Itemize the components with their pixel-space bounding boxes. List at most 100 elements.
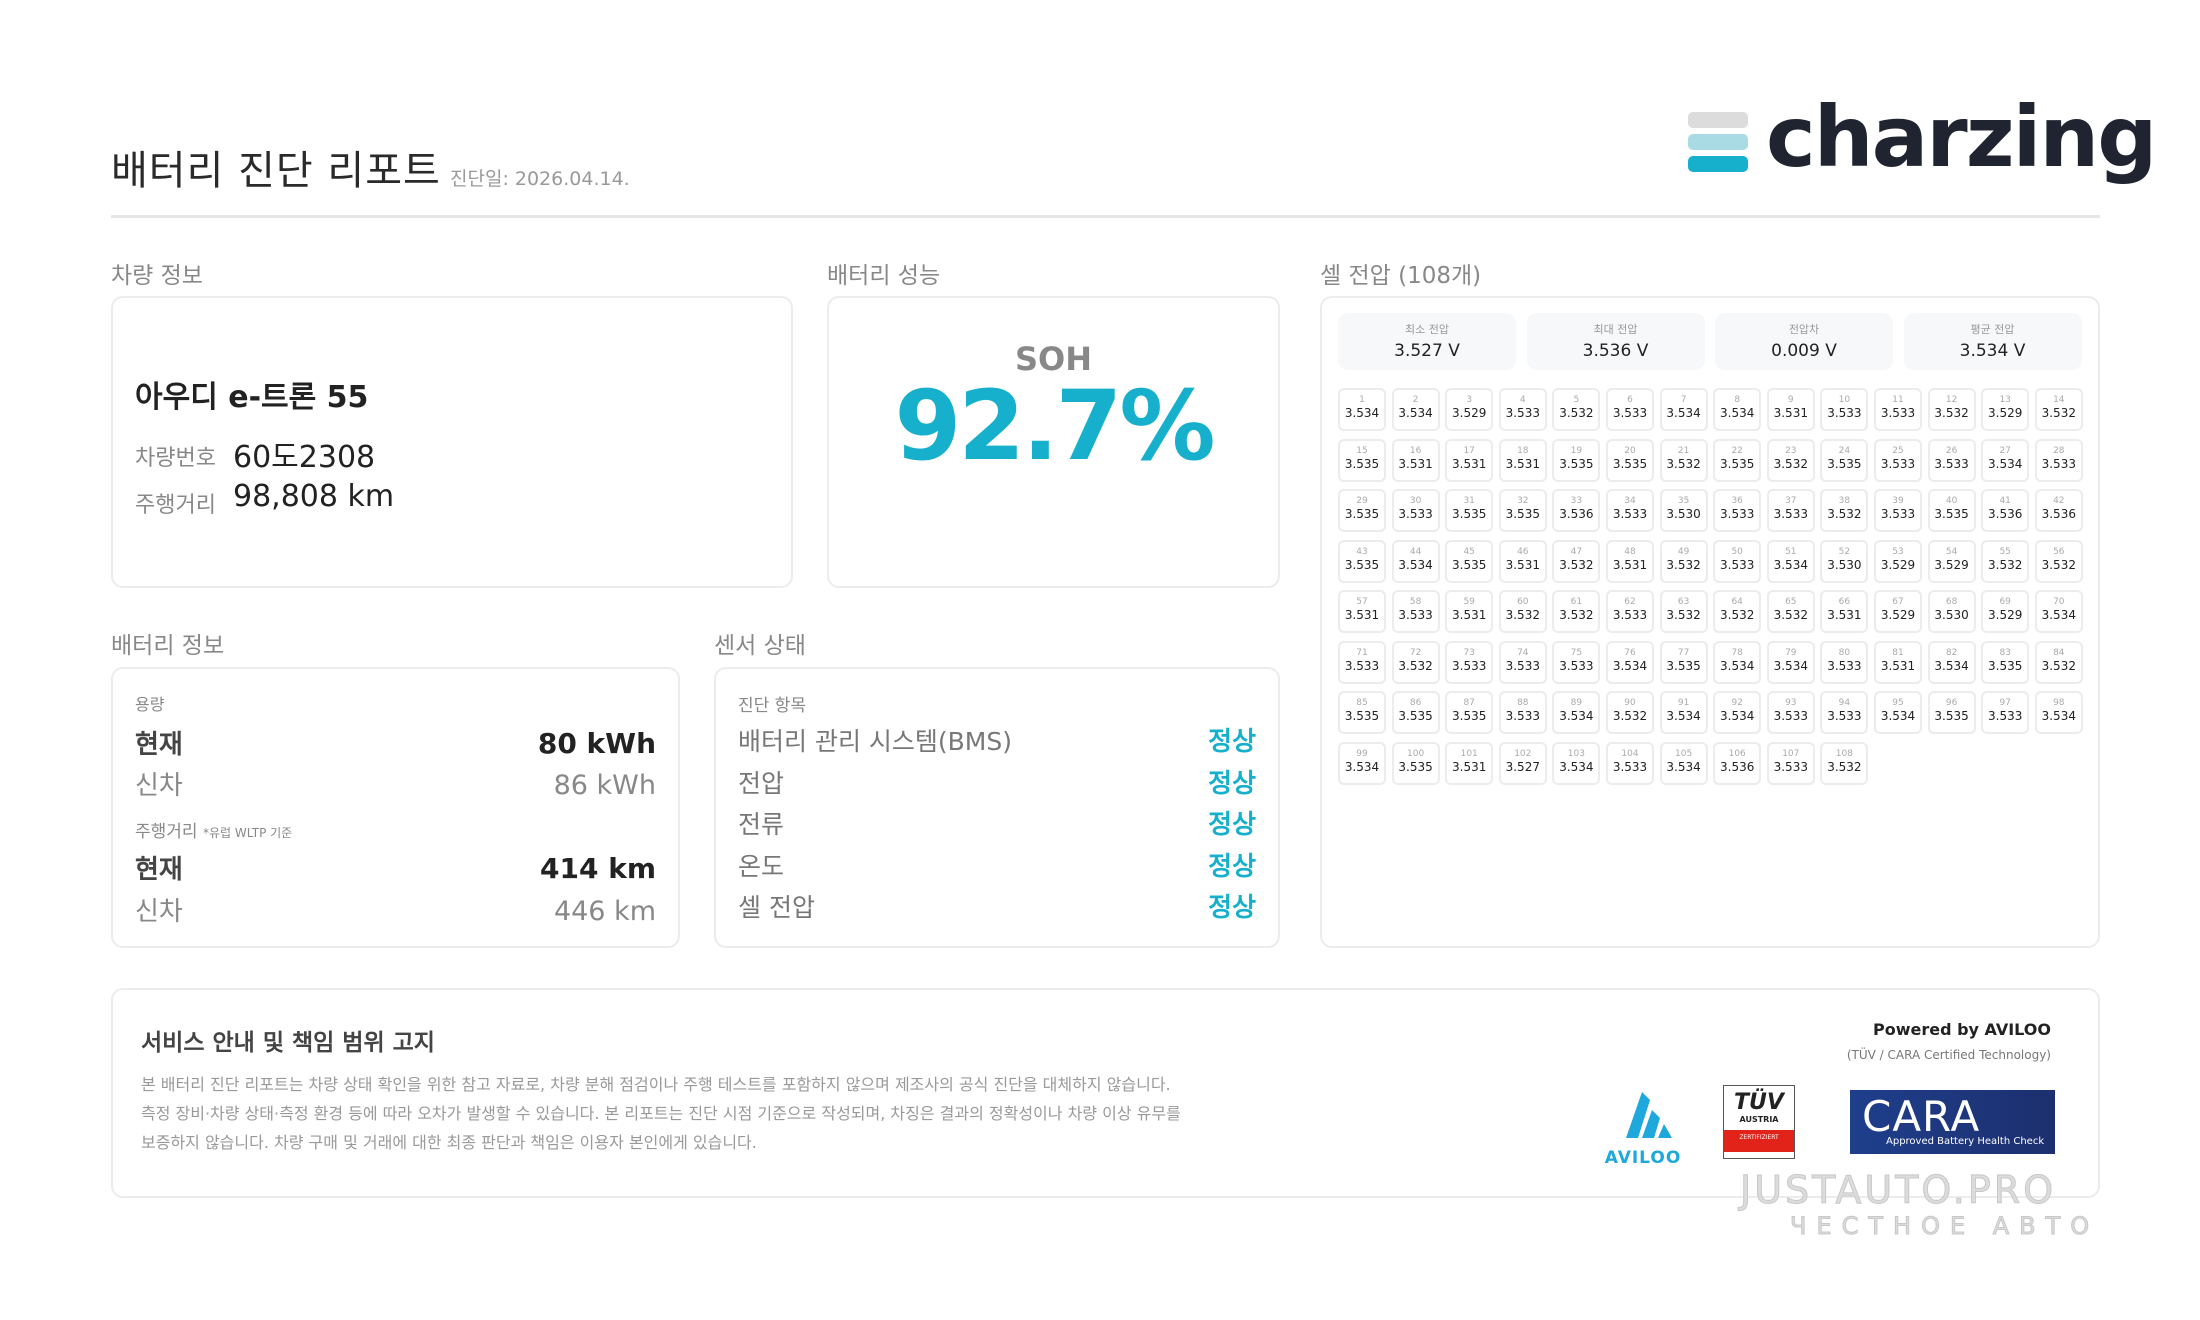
cell-number: 2: [1412, 395, 1419, 405]
cell-value: 3.532: [1612, 709, 1648, 723]
cell-voltage-100: 100 3.535: [1391, 741, 1440, 785]
cell-number: 70: [2053, 597, 2065, 607]
cell-value: 3.535: [1344, 709, 1380, 723]
cell-value: 3.533: [1505, 406, 1540, 420]
cell-number: 102: [1514, 748, 1532, 759]
cell-number: 34: [1624, 496, 1636, 506]
cell-number: 10: [1838, 395, 1851, 405]
cell-value: 3.532: [1559, 557, 1594, 572]
cell-voltage-73: 73 3.533: [1445, 640, 1494, 684]
cell-voltage-12: 12 3.532: [1927, 388, 1976, 431]
cell-voltage-81: 81 3.531: [1874, 640, 1922, 684]
cell-value: 3.533: [1505, 658, 1540, 673]
cell-voltage-20: 20 3.535: [1606, 438, 1654, 482]
range-new: 446 km: [553, 896, 656, 927]
cell-number: 49: [1677, 546, 1690, 557]
summary-value: 3.534 V: [1959, 341, 2026, 361]
cell-value: 3.532: [2041, 557, 2076, 572]
voltage-summary-card: 최소 전압 3.527 V: [1338, 313, 1516, 370]
cell-voltage-1: 1 3.534: [1338, 388, 1386, 431]
cell-voltage-93: 93 3.533: [1766, 691, 1815, 734]
cell-value: 3.535: [1934, 507, 1969, 521]
cell-voltage-21: 21 3.532: [1659, 438, 1708, 482]
cell-value: 3.535: [1934, 709, 1969, 723]
cell-value: 3.529: [1880, 608, 1916, 622]
cell-value: 3.534: [2041, 608, 2076, 622]
cell-voltage-28: 28 3.533: [2034, 438, 2083, 482]
cell-voltage-71: 71 3.533: [1338, 640, 1386, 684]
cell-value: 3.531: [1398, 456, 1433, 471]
cell-voltage-104: 104 3.533: [1606, 741, 1654, 785]
cell-number: 100: [1407, 748, 1425, 759]
cell-number: 73: [1463, 647, 1475, 658]
cell-value: 3.534: [1559, 759, 1594, 774]
cell-voltage-48: 48 3.531: [1606, 539, 1654, 583]
cell-value: 3.535: [1398, 709, 1433, 723]
cell-value: 3.535: [1720, 456, 1755, 471]
cell-number: 36: [1731, 496, 1743, 506]
cell-value: 3.536: [2041, 507, 2076, 521]
summary-label: 최소 전압: [1405, 323, 1449, 336]
cell-voltage-7: 7 3.534: [1659, 388, 1708, 431]
cell-voltage-102: 102 3.527: [1498, 741, 1547, 785]
logo-bar-icon: [1688, 134, 1748, 150]
cell-number: 42: [2053, 496, 2065, 506]
voltage-summary-card: 평균 전압 3.534 V: [1903, 313, 2082, 370]
cell-number: 3: [1466, 395, 1473, 405]
cell-number: 41: [1999, 496, 2011, 506]
cell-number: 93: [1785, 698, 1797, 708]
cell-voltage-84: 84 3.532: [2034, 640, 2083, 684]
cell-value: 3.535: [1344, 557, 1380, 572]
cell-voltage-64: 64 3.532: [1713, 590, 1762, 633]
cell-value: 3.533: [1880, 507, 1916, 521]
cell-number: 74: [1517, 647, 1529, 658]
cell-number: 4: [1519, 395, 1526, 405]
cell-value: 3.530: [1666, 507, 1701, 521]
cell-voltage-79: 79 3.534: [1766, 640, 1815, 684]
cell-voltage-55: 55 3.532: [1981, 539, 2030, 583]
cell-voltage-68: 68 3.530: [1927, 590, 1976, 633]
capacity-new: 86 kWh: [553, 770, 656, 801]
cell-voltage-78: 78 3.534: [1713, 640, 1762, 684]
summary-value: 0.009 V: [1771, 341, 1837, 361]
page-title: 배터리 진단 리포트: [111, 148, 441, 194]
cell-value: 3.529: [1452, 406, 1487, 420]
cell-number: 68: [1945, 597, 1958, 607]
cell-number: 47: [1570, 546, 1583, 557]
cell-number: 78: [1731, 647, 1743, 658]
cell-voltage-27: 27 3.534: [1981, 438, 2030, 482]
cell-voltage-29: 29 3.535: [1338, 489, 1386, 532]
capacity-current: 80 kWh: [537, 727, 656, 760]
sensor-header: 진단 항목: [738, 696, 806, 716]
cell-voltage-52: 52 3.530: [1820, 539, 1869, 583]
cell-number: 53: [1892, 546, 1904, 557]
cell-number: 86: [1409, 698, 1422, 708]
logo-bar-icon: [1688, 112, 1748, 128]
cell-value: 3.534: [1720, 709, 1755, 723]
cell-value: 3.530: [1934, 608, 1969, 622]
sensor-row: 전압 정상: [738, 763, 1256, 800]
cell-number: 30: [1409, 496, 1422, 506]
sensor-row: 배터리 관리 시스템(BMS) 정상: [738, 721, 1256, 758]
cell-value: 3.529: [1988, 406, 2023, 420]
cell-voltage-70: 70 3.534: [2034, 590, 2083, 633]
cell-voltage-9: 9 3.531: [1766, 388, 1815, 431]
cell-voltage-91: 91 3.534: [1659, 691, 1708, 734]
cell-value: 3.531: [1612, 557, 1648, 572]
cell-number: 21: [1677, 445, 1690, 456]
cell-value: 3.534: [1720, 406, 1755, 420]
cell-value: 3.533: [1827, 709, 1862, 723]
plate-label: 차량번호: [135, 446, 216, 471]
cell-value: 3.532: [1559, 406, 1594, 420]
cell-number: 65: [1785, 597, 1797, 607]
cell-value: 3.531: [1773, 406, 1808, 420]
cell-voltage-108: 108 3.532: [1820, 741, 1869, 785]
cell-voltage-10: 10 3.533: [1820, 388, 1869, 431]
cell-number: 82: [1945, 647, 1958, 658]
cell-value: 3.533: [1827, 658, 1862, 673]
cell-voltage-57: 57 3.531: [1338, 590, 1386, 633]
cell-number: 19: [1570, 445, 1583, 456]
cell-value: 3.533: [1398, 608, 1433, 622]
aviloo-logo: AVILOO: [1598, 1088, 1688, 1168]
cell-value: 3.535: [1344, 456, 1380, 471]
